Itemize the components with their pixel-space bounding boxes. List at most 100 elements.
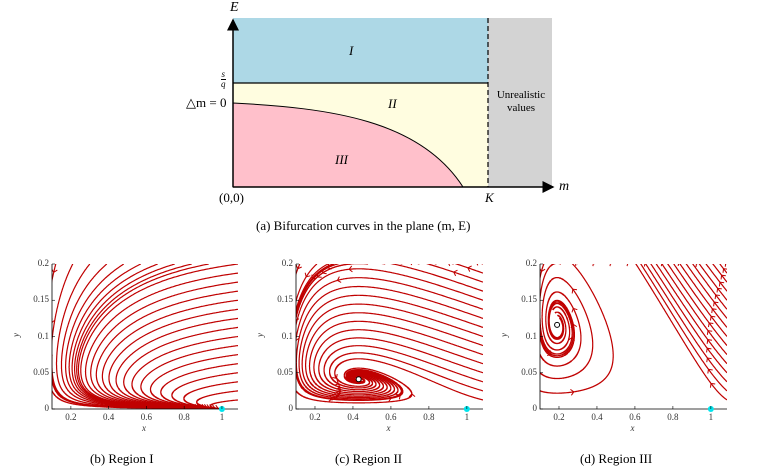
caption-d: (d) Region III — [580, 451, 653, 466]
flow-arrow-icon — [296, 264, 302, 270]
streamline — [698, 264, 727, 301]
y-tick-label: 0.15 — [33, 294, 49, 305]
streamline — [594, 264, 596, 265]
flow-arrow-icon — [568, 336, 575, 342]
streamline — [635, 264, 727, 401]
delta-label: △m = 0 — [186, 95, 227, 110]
flow-arrow-icon — [720, 274, 726, 280]
y-tick-label: 0 — [44, 403, 50, 413]
y-tick-label: 0.15 — [521, 294, 537, 305]
m-axis-label: m — [559, 179, 570, 194]
x-tick-label: 0.8 — [423, 412, 435, 422]
streamline — [679, 264, 727, 328]
y-tick-label: 0.2 — [281, 258, 293, 268]
y-tick-label: 0 — [532, 403, 538, 413]
flow-arrow-icon — [453, 269, 458, 277]
streamline — [667, 264, 727, 346]
caption-b: (b) Region I — [90, 451, 154, 466]
x-tick-label: 0.2 — [553, 412, 565, 422]
y-axis-label: y — [11, 333, 21, 337]
streamline — [662, 264, 664, 265]
flow-arrow-icon — [571, 288, 578, 294]
k-label: K — [485, 190, 494, 205]
region-III — [232, 102, 464, 188]
flow-arrow-icon — [724, 264, 727, 267]
streamline — [650, 264, 727, 374]
x-tick-label: 1 — [219, 412, 225, 422]
flow-arrow-icon — [475, 264, 481, 266]
streamline — [577, 264, 578, 265]
flow-arrow-icon — [677, 264, 684, 266]
streamline — [296, 367, 413, 404]
streamline — [52, 264, 57, 284]
streamline — [540, 277, 594, 380]
y-axis-label: y — [499, 333, 509, 337]
x-tick-label: 1 — [464, 412, 470, 422]
y-tick-label: 0.05 — [277, 366, 293, 377]
x-tick-label: 0.2 — [309, 412, 321, 422]
streamline — [426, 264, 483, 283]
caption-a: (a) Bifurcation curves in the plane (m, … — [256, 218, 471, 233]
streamline — [712, 264, 727, 283]
sq-numerator: s — [221, 69, 226, 80]
region-II-label: II — [388, 96, 397, 111]
streamline — [296, 264, 301, 276]
flow-arrow-icon — [709, 315, 716, 321]
equilibrium-point — [355, 376, 362, 383]
flow-arrow-icon — [408, 393, 416, 398]
flow-arrow-icon — [575, 264, 581, 266]
flow-arrow-icon — [571, 307, 578, 313]
flow-arrow-icon — [173, 405, 178, 409]
unrealistic-label: Unrealistic values — [490, 89, 552, 115]
origin-label: (0,0) — [219, 190, 244, 205]
flow-arrow-icon — [332, 373, 338, 379]
flow-arrow-icon — [706, 330, 713, 335]
flow-arrow-icon — [714, 294, 720, 300]
streamline — [454, 264, 483, 274]
streamline — [323, 345, 483, 391]
phase-portrait-1 — [51, 263, 238, 412]
x-axis-label: x — [630, 423, 635, 433]
phase-portrait-2 — [295, 263, 483, 412]
flow-arrow-icon — [706, 339, 713, 344]
bifurcation-diagram — [227, 18, 555, 193]
flow-arrow-icon — [609, 264, 616, 267]
flow-arrow-icon — [296, 317, 300, 322]
x-tick-label: 0.6 — [140, 412, 153, 422]
flow-arrow-icon — [52, 319, 56, 324]
flow-arrow-icon — [708, 322, 714, 328]
unrealistic-region — [488, 18, 552, 187]
streamline — [645, 264, 727, 383]
flow-arrow-icon — [695, 264, 701, 267]
streamline — [685, 264, 727, 319]
flow-arrow-icon — [626, 264, 633, 267]
flow-arrow-icon — [706, 357, 712, 363]
x-tick-label: 0.6 — [629, 412, 641, 422]
x-tick-label: 0.2 — [65, 412, 77, 422]
flow-arrow-icon — [707, 368, 713, 374]
x-tick-label: 0.8 — [178, 412, 190, 422]
streamline — [540, 291, 582, 367]
flow-arrow-icon — [173, 403, 178, 409]
flow-arrow-icon — [348, 265, 353, 273]
streamline — [308, 320, 483, 396]
streamline — [417, 264, 420, 265]
streamline — [481, 264, 483, 265]
streamline — [318, 337, 483, 393]
streamline — [726, 264, 727, 265]
streamline — [296, 264, 369, 320]
streamline — [673, 264, 727, 337]
streamline — [451, 264, 454, 265]
flow-arrow-icon — [706, 347, 712, 353]
streamline — [296, 264, 318, 303]
x-axis-label: x — [386, 423, 391, 433]
x-axis-label: x — [142, 423, 146, 433]
region-I-label: I — [349, 43, 354, 58]
streamline — [296, 277, 483, 343]
flow-arrow-icon — [592, 264, 598, 267]
streamline — [334, 358, 483, 401]
region-I — [233, 18, 488, 83]
flow-arrow-icon — [387, 395, 392, 402]
